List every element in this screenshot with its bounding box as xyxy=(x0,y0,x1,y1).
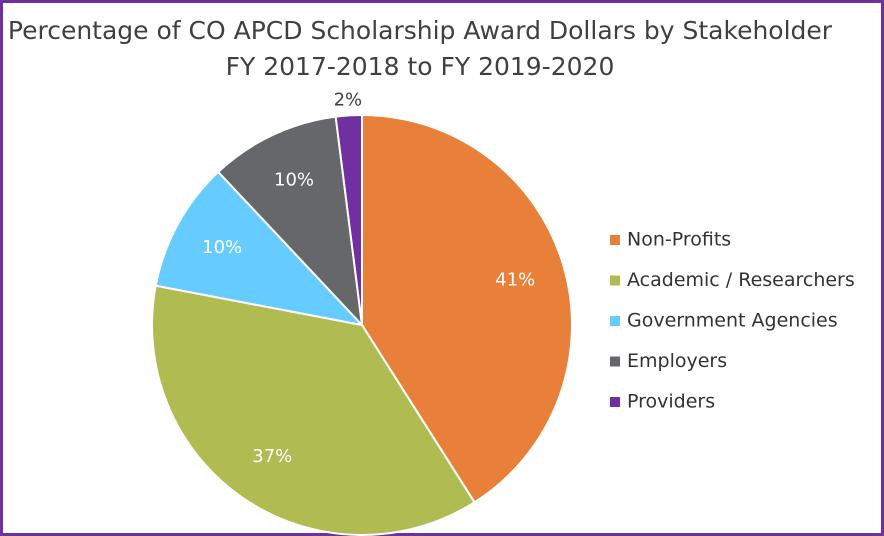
pie-slice xyxy=(154,170,365,327)
data-label: 37% xyxy=(252,446,292,467)
data-label: 41% xyxy=(495,269,535,290)
pie-slice xyxy=(361,113,573,504)
legend-swatch xyxy=(610,235,620,245)
chart-subtitle: FY 2017-2018 to FY 2019-2020 xyxy=(226,52,615,81)
legend-swatch xyxy=(610,397,620,407)
legend-swatch xyxy=(610,275,620,286)
legend-label: Academic / Researchers xyxy=(627,269,855,291)
pie-slice xyxy=(334,113,363,326)
chart-title: Percentage of CO APCD Scholarship Award … xyxy=(8,16,833,45)
pie-slice xyxy=(151,284,476,536)
legend-label: Providers xyxy=(627,391,715,413)
data-label: 10% xyxy=(274,170,314,191)
legend-swatch xyxy=(610,316,620,326)
pie-slice xyxy=(216,115,364,328)
data-label: 2% xyxy=(334,90,363,111)
legend-label: Government Agencies xyxy=(627,310,838,332)
legend-label: Non-Profits xyxy=(627,229,731,251)
legend-label: Employers xyxy=(627,350,727,372)
data-label: 10% xyxy=(202,237,242,258)
legend-swatch xyxy=(610,356,620,367)
